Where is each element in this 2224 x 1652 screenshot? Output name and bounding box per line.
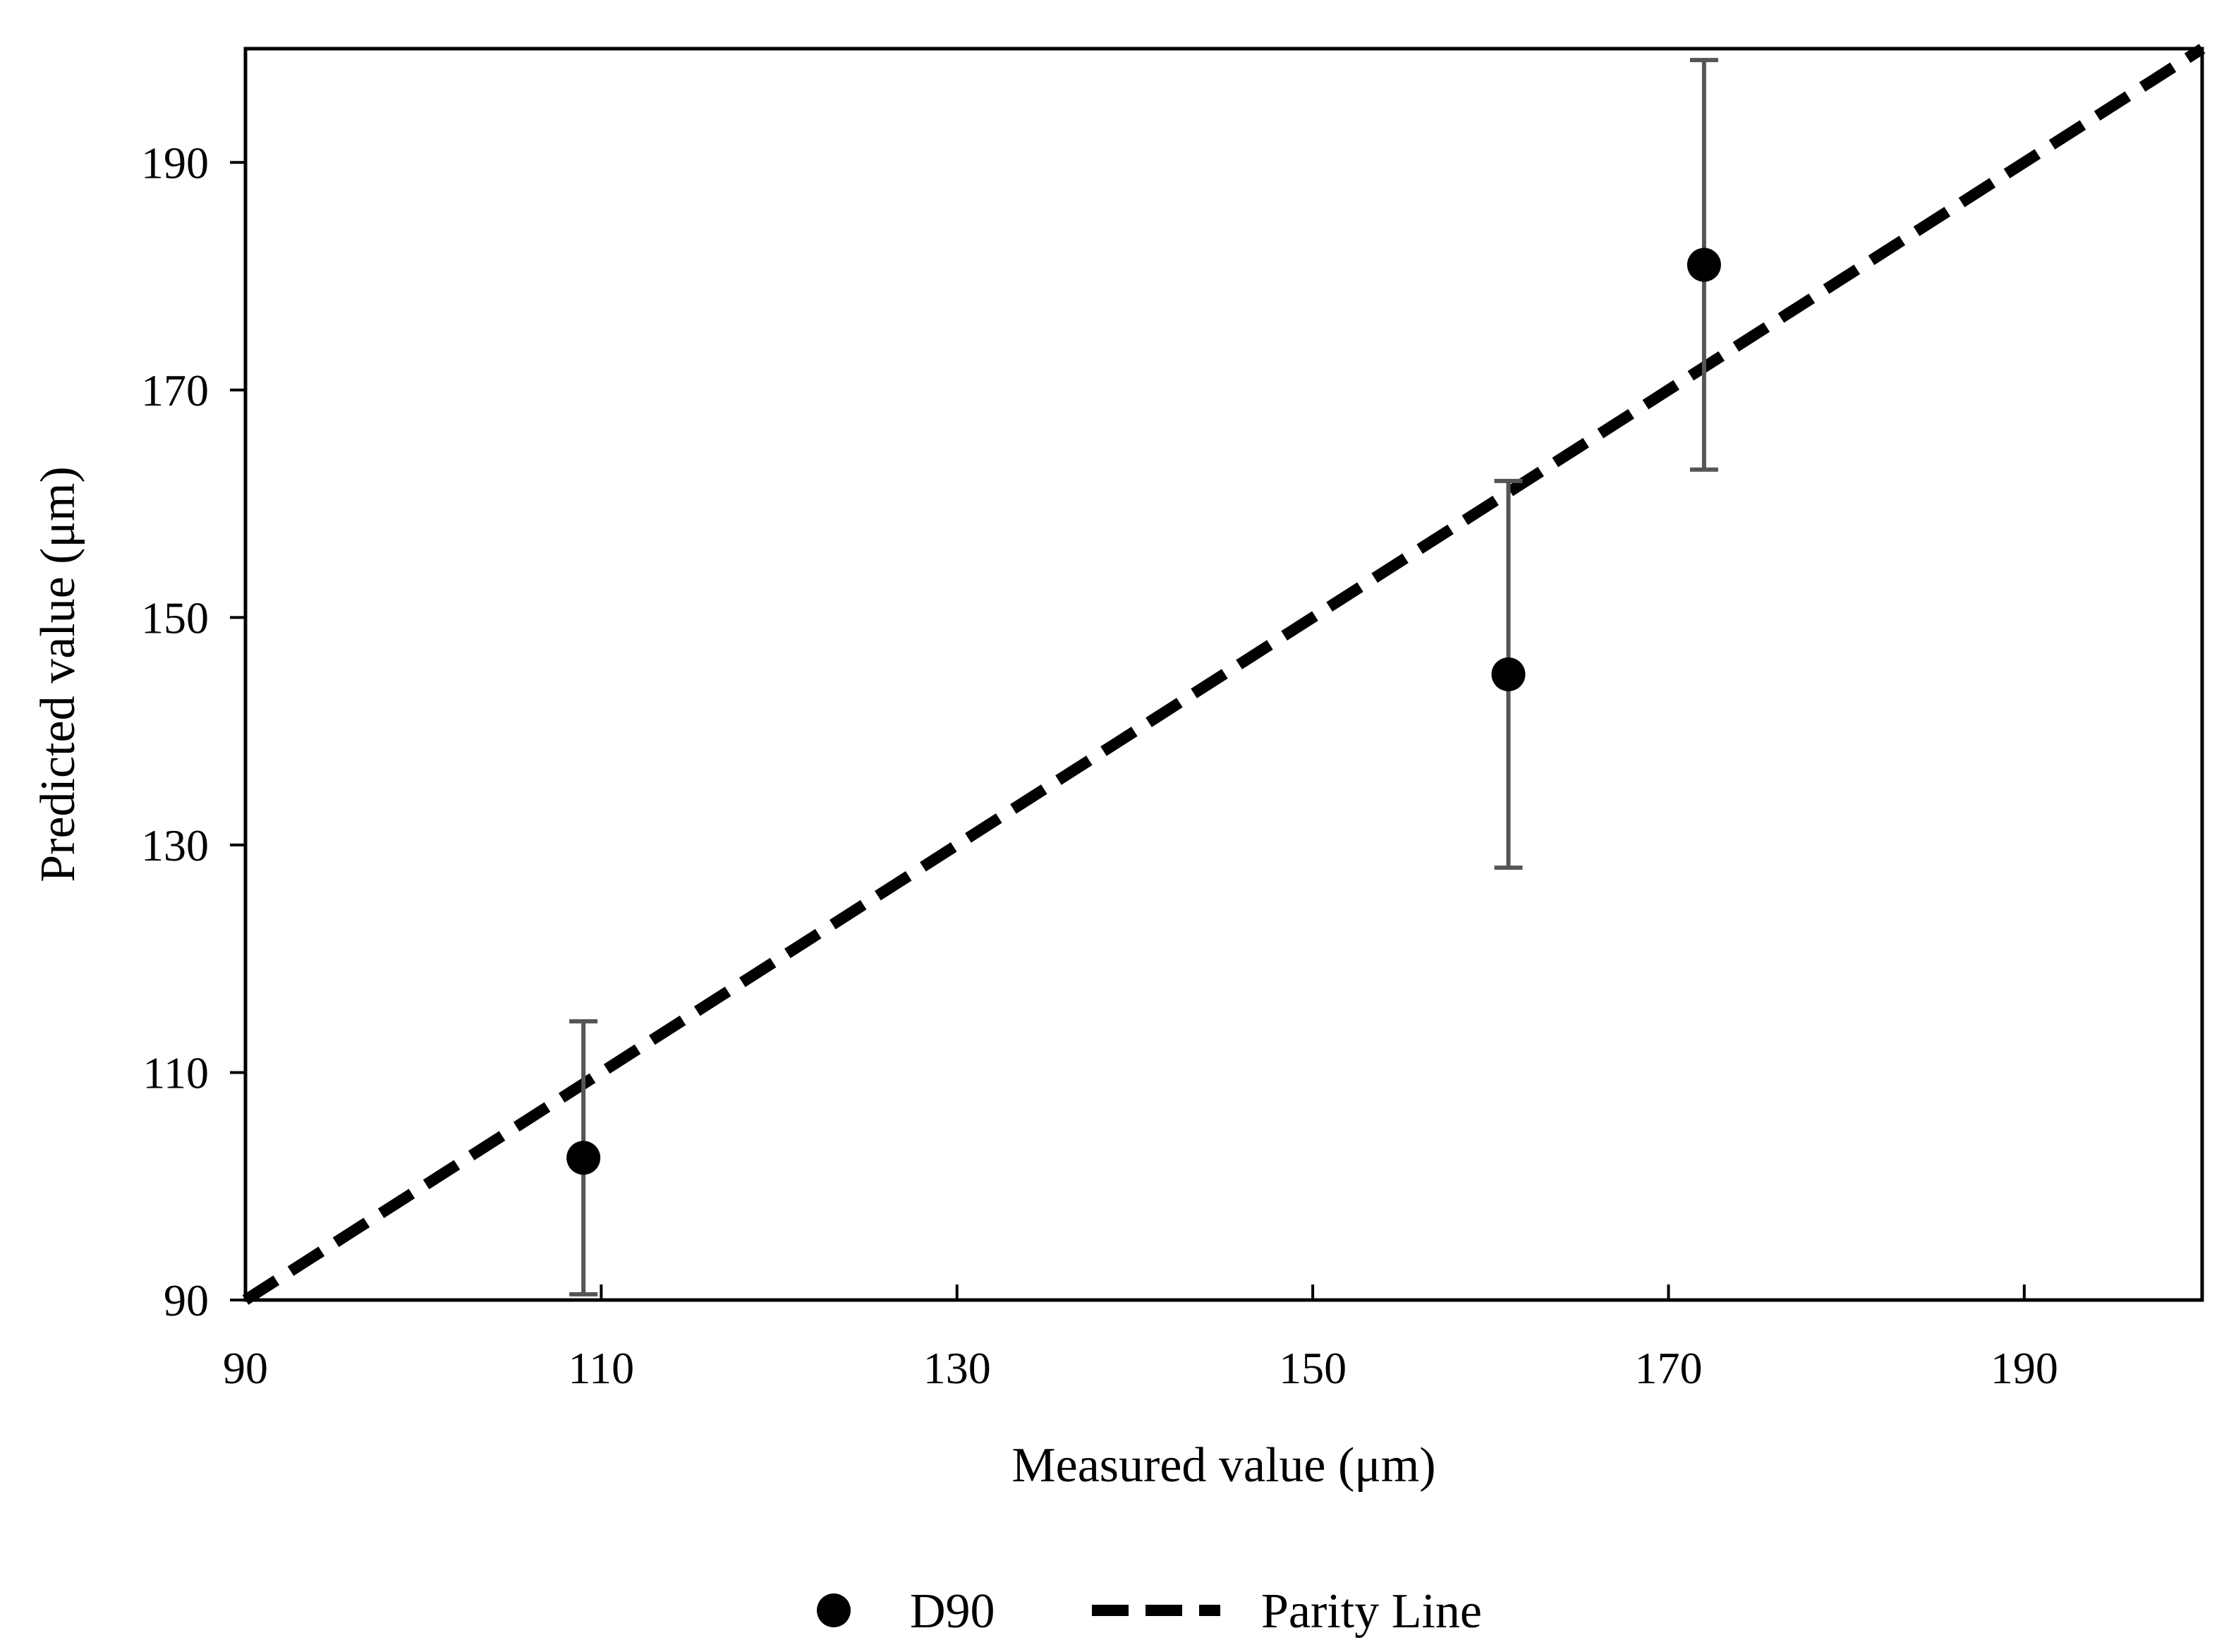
- y-tick-label: 150: [141, 593, 209, 643]
- y-axis-ticks: 90 110 130 150 170 190: [141, 138, 245, 1325]
- data-point: [1687, 248, 1721, 282]
- x-tick-label: 190: [1991, 1343, 2058, 1393]
- y-tick-label: 130: [141, 820, 209, 870]
- y-tick-label: 170: [141, 365, 209, 415]
- plot-area-frame: [243, 47, 2204, 1302]
- legend-label-parity-line: Parity Line: [1261, 1584, 1482, 1639]
- x-axis-title: Measured value (μm): [1011, 1438, 1435, 1493]
- x-tick-label: 130: [923, 1343, 991, 1393]
- parity-line: [242, 44, 2206, 1305]
- x-axis-ticks: 90 110 130 150 170 190: [223, 1284, 2058, 1393]
- y-tick-label: 190: [141, 138, 209, 188]
- data-point-layer: [566, 248, 1721, 1175]
- data-point: [566, 1141, 601, 1175]
- data-point: [1491, 657, 1526, 691]
- legend: D90 Parity Line: [817, 1584, 1482, 1639]
- legend-marker-d90: [817, 1593, 851, 1627]
- y-tick-label: 110: [142, 1047, 209, 1098]
- x-tick-label: 170: [1634, 1343, 1702, 1393]
- x-tick-label: 150: [1279, 1343, 1347, 1393]
- parity-line-layer: [242, 44, 2206, 1305]
- y-tick-label: 90: [164, 1275, 209, 1325]
- x-tick-label: 90: [223, 1343, 268, 1393]
- y-axis-title: Predicted value (μm): [31, 466, 85, 882]
- x-tick-label: 110: [569, 1343, 635, 1393]
- legend-label-d90: D90: [910, 1584, 995, 1639]
